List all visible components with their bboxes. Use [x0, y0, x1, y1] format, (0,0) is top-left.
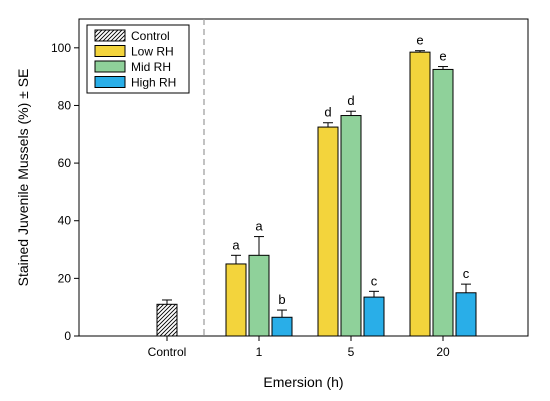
legend-swatch — [94, 76, 126, 88]
significance-label: e — [439, 49, 446, 64]
bar — [340, 115, 362, 337]
bars: aa b d d c e e c — [156, 33, 477, 337]
plot-area — [78, 18, 529, 337]
legend-label: High RH — [131, 76, 176, 90]
legend-swatch — [94, 60, 126, 73]
y-tick-label: 0 — [64, 329, 71, 343]
x-tick-label: 20 — [436, 345, 450, 359]
y-tick-label: 20 — [58, 271, 72, 285]
significance-label: c — [371, 273, 378, 288]
bar — [317, 126, 339, 337]
y-tick-label: 40 — [58, 214, 72, 228]
x-tick-label: 1 — [256, 345, 263, 359]
significance-label: e — [416, 33, 423, 48]
x-axis: Control 1 5 20 — [148, 336, 450, 359]
bar — [248, 254, 270, 337]
bar — [409, 51, 431, 337]
bar — [363, 296, 385, 337]
significance-label: d — [324, 105, 331, 120]
significance-label: a — [255, 219, 263, 234]
legend-swatch — [94, 29, 126, 42]
legend-label: Control — [131, 29, 170, 43]
significance-label: d — [347, 93, 354, 108]
significance-label: b — [278, 292, 285, 307]
significance-label: c — [463, 266, 470, 281]
y-axis: 0 20 40 60 80 100 — [51, 41, 79, 343]
bar — [455, 292, 477, 337]
bar — [271, 316, 293, 337]
legend-label: Low RH — [131, 45, 174, 59]
legend-label: Mid RH — [131, 60, 171, 74]
bar — [432, 68, 454, 337]
x-tick-label: Control — [148, 345, 187, 359]
x-axis-title: Emersion (h) — [263, 374, 343, 390]
bar — [156, 303, 178, 337]
plot-border — [78, 18, 529, 337]
bar — [225, 263, 247, 337]
y-tick-label: 80 — [58, 98, 72, 112]
significance-label: a — [232, 237, 240, 252]
y-tick-label: 60 — [58, 156, 72, 170]
legend-swatch — [94, 45, 126, 57]
x-tick-label: 5 — [348, 345, 355, 359]
y-axis-title: Stained Juvenile Mussels (%) ± SE — [15, 69, 31, 287]
y-tick-label: 100 — [51, 41, 71, 55]
